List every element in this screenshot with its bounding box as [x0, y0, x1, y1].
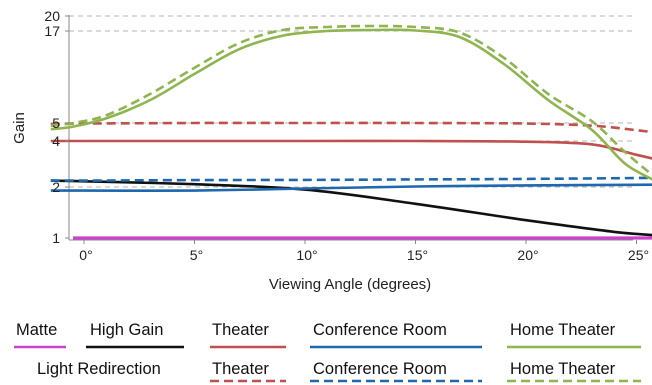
- series-line-conference-room: [50, 183, 652, 193]
- legend-label: Home Theater: [510, 360, 616, 378]
- axes-layer: [68, 15, 633, 241]
- legend-label: High Gain: [90, 321, 163, 339]
- x-tick-label: 20°: [517, 247, 538, 263]
- x-tick-label: 0°: [79, 247, 92, 263]
- x-tick-label: 5°: [190, 247, 203, 263]
- y-tick-label: 1: [52, 230, 60, 246]
- y-tick-label: 4: [52, 133, 60, 149]
- y-tick-label: 2: [52, 179, 60, 195]
- legend-item-high-gain: High Gain: [86, 321, 184, 349]
- legend-item-home-theater: Home Theater: [507, 321, 641, 349]
- legend-item-matte: Matte: [14, 321, 66, 349]
- series-layer: [50, 24, 652, 240]
- legend-label: Matte: [16, 321, 57, 339]
- legend-label: Theater: [212, 360, 269, 378]
- legend-item-lr-theater: Theater: [210, 360, 286, 383]
- legend-label: Home Theater: [510, 321, 616, 339]
- series-line-home-theater: [50, 28, 652, 181]
- legend: Matte High Gain Theater Conference Room Home…: [14, 321, 641, 383]
- legend-item-theater: Theater: [210, 321, 286, 349]
- series-line-lr-theater: [50, 121, 652, 134]
- y-axis-label: Gain: [11, 112, 28, 144]
- y-tick-label: 5: [52, 115, 60, 131]
- y-tick-label: 17: [44, 23, 60, 39]
- series-line-lr-conference-room: [50, 176, 652, 182]
- series-line-theater: [50, 139, 652, 160]
- legend-item-lr-conference-room: Conference Room: [310, 360, 482, 383]
- x-tick-label: 15°: [407, 247, 428, 263]
- legend-label: Conference Room: [313, 360, 447, 378]
- y-tick-label: 20: [44, 8, 60, 24]
- x-axis-label: Viewing Angle (degrees): [269, 276, 431, 293]
- legend-label: Conference Room: [313, 321, 447, 339]
- x-tick-label: 25°: [628, 247, 649, 263]
- legend-group-title: Light Redirection: [37, 360, 161, 378]
- x-tick-label: 10°: [296, 247, 317, 263]
- series-line-high-gain: [50, 179, 652, 237]
- legend-item-conference-room: Conference Room: [310, 321, 482, 349]
- legend-label: Theater: [212, 321, 269, 339]
- legend-item-lr-home-theater: Home Theater: [507, 360, 641, 383]
- series-line-lr-home-theater: [50, 24, 652, 177]
